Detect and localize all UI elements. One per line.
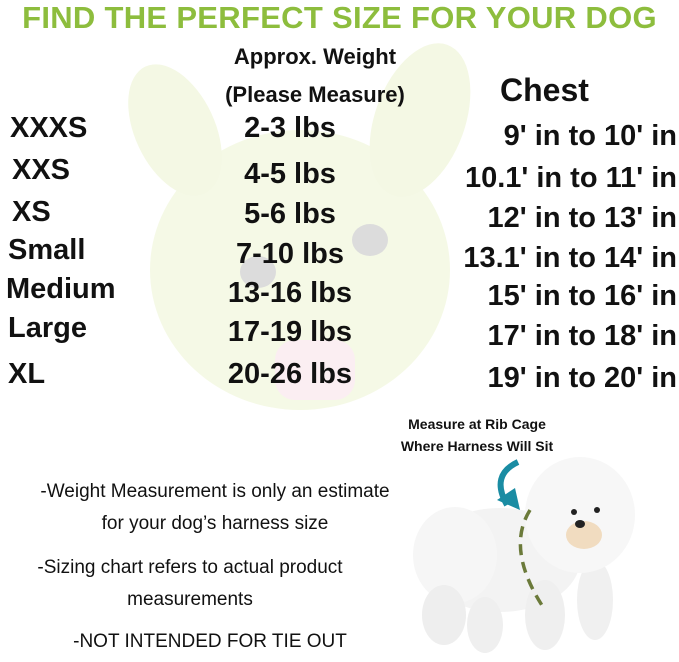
weight-value: 20-26 lbs bbox=[227, 358, 353, 390]
size-label: Medium bbox=[6, 273, 116, 305]
note-sizing-chart: -Sizing chart refers to actual product m… bbox=[0, 552, 380, 616]
size-label: XL bbox=[8, 358, 46, 390]
note-line: for your dog’s harness size bbox=[101, 513, 329, 534]
note-line: -Sizing chart refers to actual product bbox=[37, 557, 343, 578]
measure-dashed-line bbox=[518, 509, 547, 611]
note-line: -Weight Measurement is only an estimate bbox=[40, 481, 390, 502]
weight-value: 4-5 lbs bbox=[244, 158, 336, 190]
size-label: XXS bbox=[12, 154, 71, 186]
chest-header: Chest bbox=[500, 72, 589, 108]
note-not-tie-out: -NOT INTENDED FOR TIE OUT bbox=[73, 631, 347, 652]
caption-line: Measure at Rib Cage bbox=[408, 416, 546, 432]
chest-value: 19' in to 20' in bbox=[487, 362, 677, 394]
note-weight-estimate: -Weight Measurement is only an estimate … bbox=[0, 476, 430, 540]
arrow-head bbox=[497, 488, 520, 510]
weight-value: 13-16 lbs bbox=[227, 277, 353, 309]
chest-value: 12' in to 13' in bbox=[487, 202, 677, 234]
caption-line: Where Harness Will Sit bbox=[400, 438, 554, 454]
weight-value: 17-19 lbs bbox=[227, 316, 353, 348]
chest-value: 17' in to 18' in bbox=[487, 320, 677, 352]
chest-value: 13.1' in to 14' in bbox=[463, 242, 677, 274]
size-label: XXXS bbox=[10, 112, 88, 144]
chest-value: 15' in to 16' in bbox=[487, 280, 677, 312]
weight-value: 5-6 lbs bbox=[244, 198, 336, 230]
weight-value: 7-10 lbs bbox=[236, 238, 344, 270]
weight-value: 2-3 lbs bbox=[244, 112, 336, 144]
size-label: Small bbox=[8, 234, 86, 266]
note-line: measurements bbox=[127, 589, 253, 610]
chest-value: 10.1' in to 11' in bbox=[464, 162, 677, 194]
dog-body bbox=[413, 457, 635, 653]
size-label: Large bbox=[8, 312, 87, 344]
page-title: FIND THE PERFECT SIZE FOR YOUR DOG bbox=[22, 0, 657, 35]
measure-caption: Measure at Rib Cage Where Harness Will S… bbox=[362, 413, 592, 457]
size-label: XS bbox=[12, 196, 51, 228]
weight-header-line2: (Please Measure) bbox=[225, 82, 405, 107]
weight-header-line1: Approx. Weight bbox=[233, 44, 397, 69]
chest-value: 9' in to 10' in bbox=[503, 120, 677, 152]
